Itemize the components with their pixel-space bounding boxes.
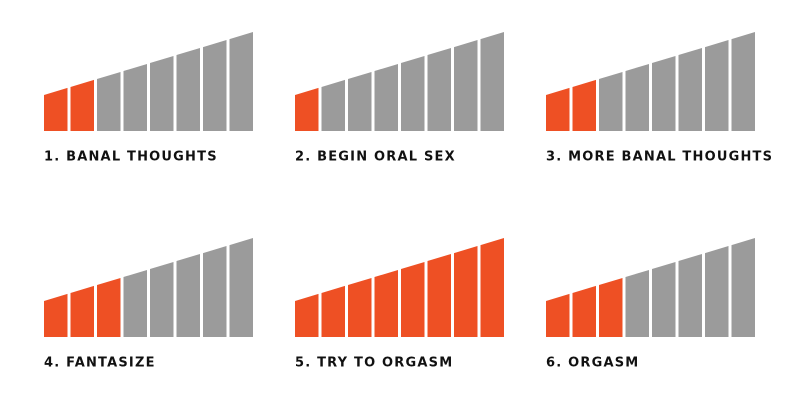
empty-bar [731,238,755,337]
empty-bar [705,245,729,337]
empty-bar [321,79,345,131]
empty-bar [678,253,702,337]
panel-label: 4. FANTASIZE [44,356,156,371]
level-bar [454,245,478,337]
empty-bar [625,63,649,132]
empty-bar [652,55,676,132]
empty-bar [599,71,623,131]
level-bar [70,285,94,337]
level-bar [599,277,623,337]
panel-label: 1. BANAL THOUGHTS [44,150,218,165]
empty-bar [229,238,253,337]
panel-label: 2. BEGIN ORAL SEX [295,150,456,165]
level-bar [295,293,319,337]
empty-bar [731,32,755,131]
empty-bar [203,245,227,337]
empty-bar [150,261,174,337]
level-bar [295,87,319,131]
empty-bar [176,47,200,132]
empty-bar [348,71,372,131]
empty-bar [229,32,253,131]
level-bar [374,269,398,337]
empty-bar [480,32,504,131]
empty-bar [123,63,147,132]
panel-label: 5. TRY TO ORGASM [295,356,453,371]
level-bar [401,261,425,337]
empty-bar [652,261,676,337]
empty-bar [374,63,398,132]
panel-label: 3. MORE BANAL THOUGHTS [546,150,773,165]
empty-bar [150,55,174,132]
empty-bar [678,47,702,132]
empty-bar [454,39,478,131]
level-bar [321,285,345,337]
empty-bar [203,39,227,131]
level-bar [70,79,94,131]
level-bar [546,87,570,131]
level-bar [44,293,68,337]
empty-bar [123,269,147,337]
level-bar [44,87,68,131]
empty-bar [176,253,200,337]
level-bar [480,238,504,337]
level-bar [97,277,121,337]
empty-bar [625,269,649,337]
empty-bar [705,39,729,131]
empty-bar [401,55,425,132]
empty-bar [427,47,451,132]
empty-bar [97,71,121,131]
level-bar [572,285,596,337]
level-bar [546,293,570,337]
level-bar [348,277,372,337]
panel-label: 6. ORGASM [546,356,639,371]
level-bar [572,79,596,131]
level-bar [427,253,451,337]
